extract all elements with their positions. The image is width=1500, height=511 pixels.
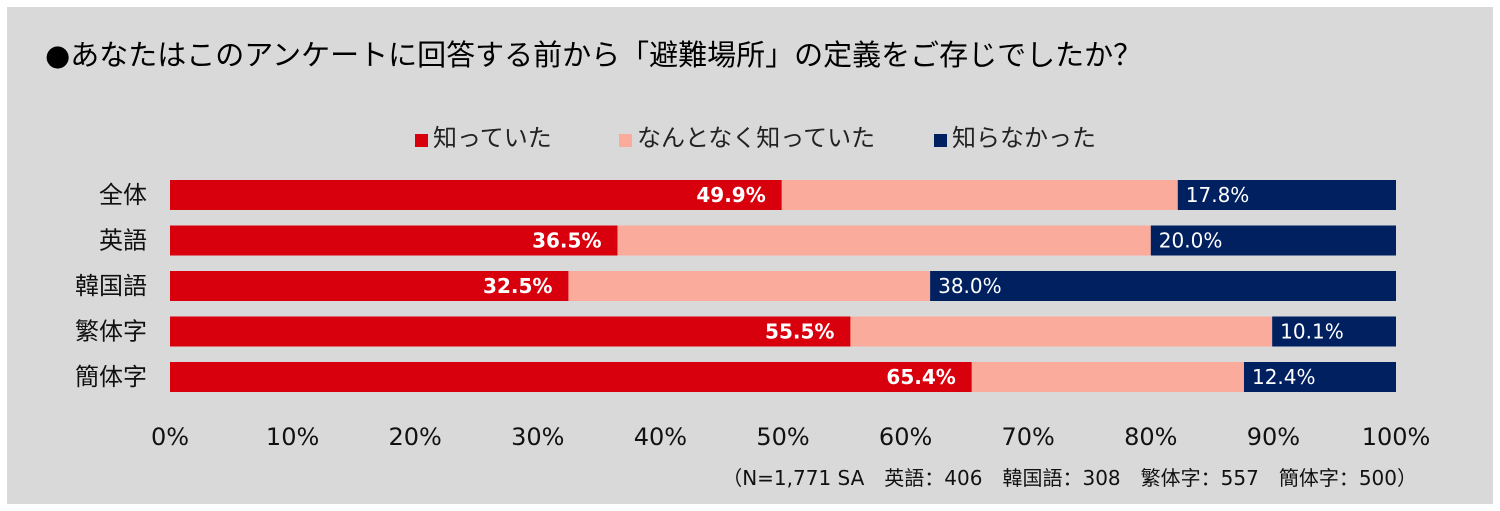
bar-segment	[568, 271, 931, 301]
data-label: 32.5%	[483, 274, 552, 298]
data-label: 38.0%	[938, 274, 1002, 298]
bar-segment	[850, 316, 1273, 347]
bar-segment	[1150, 225, 1396, 256]
data-label: 10.1%	[1280, 320, 1344, 344]
bar-segment	[1243, 362, 1396, 392]
bar-segment	[1177, 180, 1396, 210]
data-label: 49.9%	[696, 183, 765, 207]
x-tick-label: 80%	[1124, 423, 1177, 451]
sample-size-note: （N=1,771 SA 英語：406 韓国語：308 繁体字：557 簡体字：5…	[722, 466, 1417, 490]
legend-swatch	[415, 134, 428, 147]
bars	[170, 180, 1396, 392]
x-tick-label: 40%	[634, 423, 687, 451]
bar-segment	[170, 180, 782, 210]
bar-segment	[170, 271, 569, 301]
bar-segment	[930, 271, 1396, 301]
x-tick-label: 100%	[1362, 423, 1431, 451]
x-tick-label: 10%	[266, 423, 319, 451]
x-tick-label: 60%	[879, 423, 932, 451]
data-label: 36.5%	[532, 229, 601, 253]
data-label: 65.4%	[886, 365, 955, 389]
x-tick-label: 20%	[389, 423, 442, 451]
data-label: 55.5%	[765, 320, 834, 344]
data-labels: 49.9% 17.8% 36.5% 20.0% 32.5% 38.0% 55.5% 10.1%…	[483, 183, 1344, 389]
x-tick-label: 30%	[511, 423, 564, 451]
x-tick-label: 70%	[1002, 423, 1055, 451]
data-label: 17.8%	[1186, 183, 1250, 207]
data-label: 12.4%	[1252, 365, 1316, 389]
category-label: 繁体字	[75, 318, 147, 346]
bar-segment	[1272, 316, 1396, 347]
bar-segment	[170, 362, 972, 392]
legend-label: なんとなく知っていた	[637, 124, 875, 152]
bar-segment	[971, 362, 1244, 392]
legend-item: なんとなく知っていた	[619, 124, 875, 152]
category-label: 英語	[99, 227, 147, 255]
category-label: 簡体字	[75, 363, 147, 391]
legend-swatch	[934, 134, 947, 147]
category-label: 全体	[99, 181, 147, 209]
chart-title: ●あなたはこのアンケートに回答する前から「避難場所」の定義をご存じでしたか？	[45, 38, 1142, 72]
x-tick-label: 0%	[151, 423, 189, 451]
legend-label: 知っていた	[433, 124, 552, 152]
chart-panel: ●あなたはこのアンケートに回答する前から「避難場所」の定義をご存じでしたか？ 知…	[7, 7, 1493, 504]
data-label: 20.0%	[1159, 229, 1223, 253]
x-tick-label: 50%	[756, 423, 809, 451]
legend-item: 知っていた	[415, 124, 552, 152]
bar-segment	[170, 225, 618, 256]
x-tick-label: 90%	[1247, 423, 1300, 451]
legend-label: 知らなかった	[952, 124, 1096, 152]
bar-segment	[170, 316, 851, 347]
bar-segment	[617, 225, 1151, 256]
legend-swatch	[619, 134, 632, 147]
x-axis-ticks: 0% 10% 20% 30% 40% 50% 60% 70% 80% 90% 100%	[151, 423, 1430, 451]
category-label: 韓国語	[75, 272, 147, 300]
bar-segment	[781, 180, 1178, 210]
stacked-bar-chart: ●あなたはこのアンケートに回答する前から「避難場所」の定義をご存じでしたか？ 知…	[45, 38, 1430, 490]
chart-legend: 知っていた なんとなく知っていた 知らなかった	[415, 124, 1096, 152]
legend-item: 知らなかった	[934, 124, 1096, 152]
